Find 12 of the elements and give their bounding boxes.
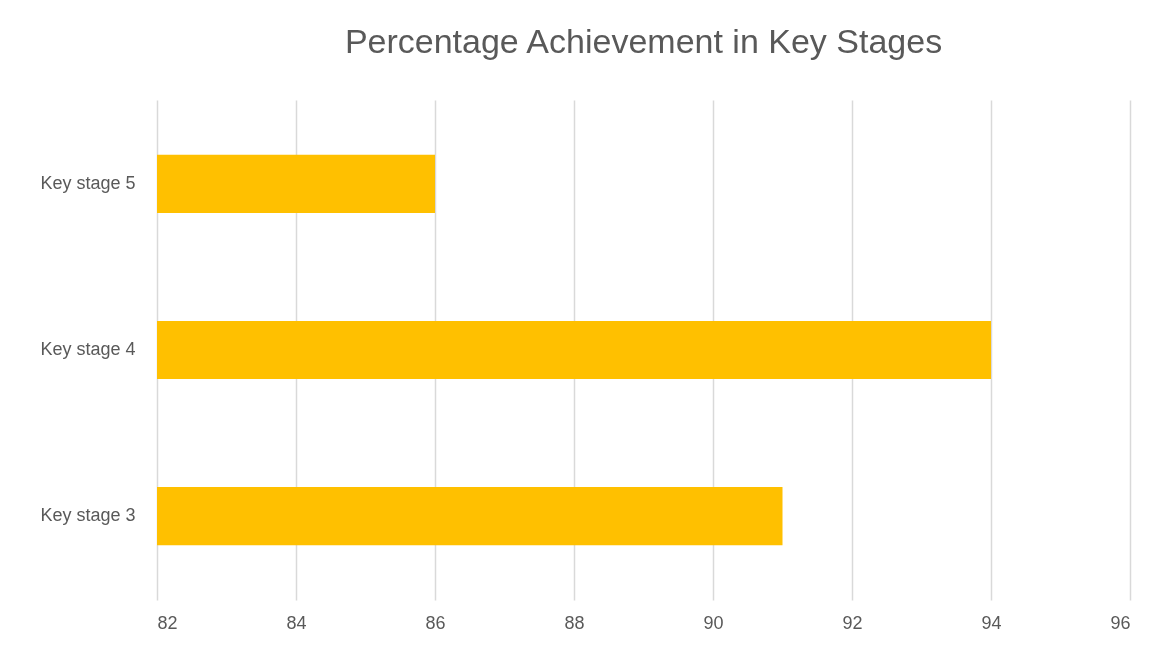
x-tick-label: 92 (842, 612, 863, 633)
x-tick-label: 86 (425, 612, 446, 633)
y-tick-label: Key stage 4 (40, 339, 136, 359)
chart-title: Percentage Achievement in Key Stages (344, 22, 943, 60)
y-tick-label: Key stage 5 (40, 172, 136, 193)
x-tick-label: 88 (564, 612, 585, 633)
x-tick-label: 94 (981, 612, 1002, 633)
y-tick-label: Key stage 3 (40, 505, 136, 526)
x-tick-label: 90 (703, 612, 724, 633)
x-tick-label: 96 (1110, 612, 1131, 633)
x-tick-label: 82 (157, 612, 178, 633)
x-tick-label: 84 (286, 612, 307, 633)
